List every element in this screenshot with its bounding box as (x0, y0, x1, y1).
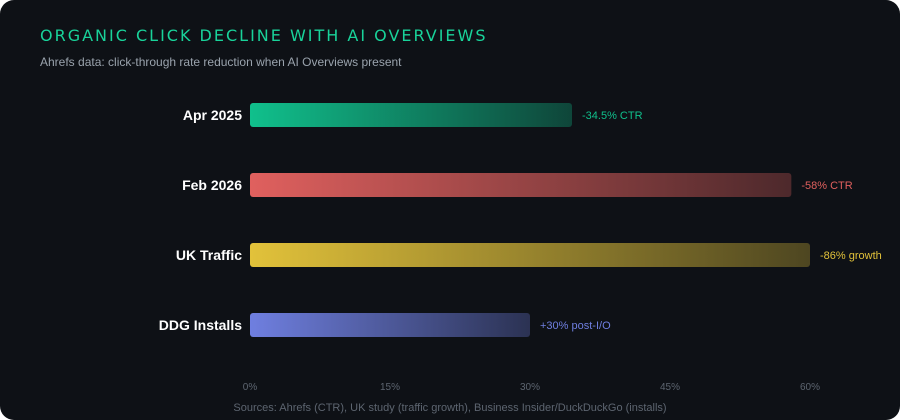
category-label: Feb 2026 (182, 177, 242, 193)
x-tick-label: 30% (520, 382, 540, 393)
data-label: -58% CTR (801, 180, 852, 192)
bar (250, 103, 572, 127)
bar (250, 243, 810, 267)
category-label: Apr 2025 (183, 107, 242, 123)
bar (250, 313, 530, 337)
data-label: -34.5% CTR (582, 110, 643, 122)
x-tick-label: 45% (660, 382, 680, 393)
x-tick-label: 15% (380, 382, 400, 393)
bar (250, 173, 792, 197)
x-tick-label: 0% (243, 382, 258, 393)
category-label: DDG Installs (159, 317, 242, 333)
x-tick-label: 60% (800, 382, 820, 393)
source-note: Sources: Ahrefs (CTR), UK study (traffic… (233, 402, 667, 414)
data-label: +30% post-I/O (540, 320, 611, 332)
chart-title: ORGANIC CLICK DECLINE WITH AI OVERVIEWS (40, 26, 488, 45)
data-label: -86% growth (820, 250, 882, 262)
chart-subtitle: Ahrefs data: click-through rate reductio… (40, 55, 402, 69)
category-label: UK Traffic (176, 247, 242, 263)
